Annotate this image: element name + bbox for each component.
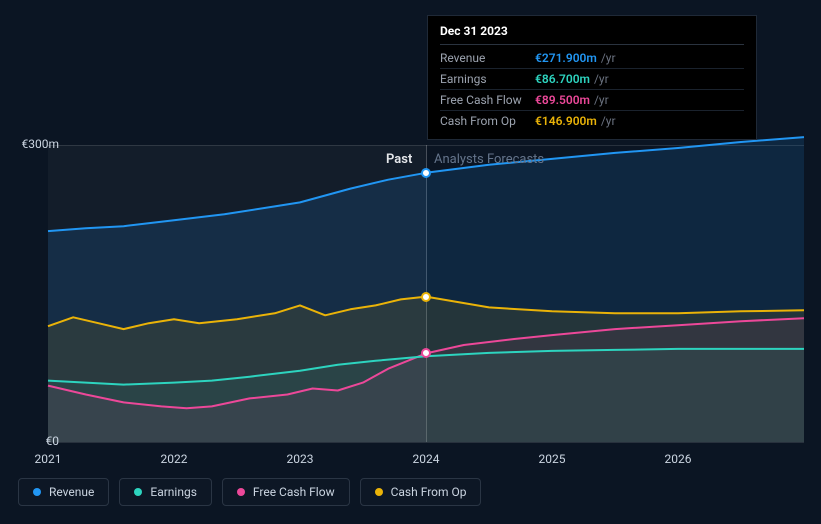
y-axis-tick: €0 bbox=[46, 434, 60, 448]
tooltip-row: Cash From Op€146.900m/yr bbox=[440, 111, 744, 131]
tooltip-row-unit: /yr bbox=[594, 93, 609, 107]
tooltip-row-label: Revenue bbox=[440, 51, 535, 65]
legend-label: Earnings bbox=[150, 485, 197, 499]
tooltip-row-value: €89.500m bbox=[535, 93, 590, 107]
x-axis-tick: 2021 bbox=[35, 452, 62, 466]
x-axis-tick: 2025 bbox=[539, 452, 566, 466]
tooltip-row-unit: /yr bbox=[601, 114, 616, 128]
legend-item-earnings[interactable]: Earnings bbox=[119, 478, 212, 506]
legend-label: Revenue bbox=[49, 485, 94, 499]
past-label: Past bbox=[386, 152, 412, 167]
tooltip-row-value: €146.900m bbox=[535, 114, 597, 128]
tooltip-row: Earnings€86.700m/yr bbox=[440, 69, 744, 90]
tooltip-row-label: Earnings bbox=[440, 72, 535, 86]
forecast-label: Analysts Forecasts bbox=[434, 152, 544, 167]
legend-dot-icon bbox=[33, 488, 41, 496]
x-axis-tick: 2026 bbox=[665, 452, 692, 466]
marker-revenue bbox=[421, 168, 431, 178]
x-axis-tick: 2024 bbox=[413, 452, 440, 466]
tooltip-row-label: Cash From Op bbox=[440, 114, 535, 128]
gridline-bottom bbox=[48, 442, 804, 443]
tooltip-row: Revenue€271.900m/yr bbox=[440, 48, 744, 69]
tooltip-row: Free Cash Flow€89.500m/yr bbox=[440, 90, 744, 111]
legend-item-revenue[interactable]: Revenue bbox=[18, 478, 109, 506]
legend-label: Cash From Op bbox=[391, 485, 467, 499]
data-tooltip: Dec 31 2023 Revenue€271.900m/yrEarnings€… bbox=[427, 15, 757, 140]
tooltip-row-value: €86.700m bbox=[535, 72, 590, 86]
marker-cash_from_op bbox=[421, 292, 431, 302]
legend-item-cash_from_op[interactable]: Cash From Op bbox=[360, 478, 482, 506]
marker-free_cash_flow bbox=[421, 348, 431, 358]
y-axis-tick: €300m bbox=[22, 137, 60, 151]
x-axis-tick: 2023 bbox=[287, 452, 314, 466]
x-axis-tick: 2022 bbox=[161, 452, 188, 466]
chart-legend: Revenue Earnings Free Cash Flow Cash From O… bbox=[18, 478, 481, 506]
legend-item-free_cash_flow[interactable]: Free Cash Flow bbox=[222, 478, 350, 506]
tooltip-row-unit: /yr bbox=[601, 51, 616, 65]
legend-dot-icon bbox=[375, 488, 383, 496]
tooltip-title: Dec 31 2023 bbox=[440, 24, 744, 45]
legend-dot-icon bbox=[134, 488, 142, 496]
legend-label: Free Cash Flow bbox=[253, 485, 335, 499]
tooltip-row-value: €271.900m bbox=[535, 51, 597, 65]
legend-dot-icon bbox=[237, 488, 245, 496]
tooltip-row-unit: /yr bbox=[594, 72, 609, 86]
tooltip-row-label: Free Cash Flow bbox=[440, 93, 535, 107]
